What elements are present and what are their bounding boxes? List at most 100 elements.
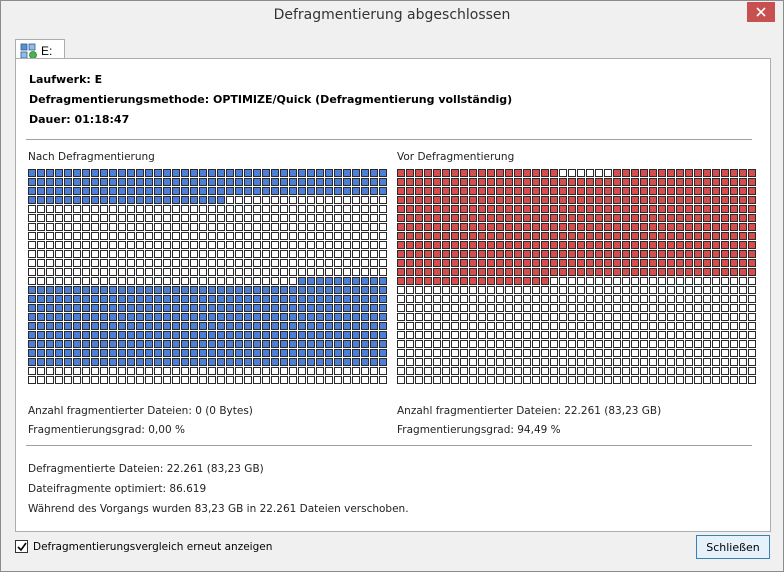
show-comparison-checkbox-row[interactable]: Defragmentierungsvergleich erneut anzeig… (15, 540, 272, 553)
cluster-block (28, 196, 36, 204)
cluster-block (469, 232, 477, 240)
cluster-block (154, 187, 162, 195)
cluster-block (208, 214, 216, 222)
cluster-block (226, 223, 234, 231)
cluster-block (325, 286, 333, 294)
cluster-block (532, 259, 540, 267)
cluster-block (748, 331, 756, 339)
cluster-block (622, 268, 630, 276)
cluster-block (505, 376, 513, 384)
cluster-block (676, 250, 684, 258)
cluster-block (55, 313, 63, 321)
cluster-block (226, 232, 234, 240)
cluster-block (406, 286, 414, 294)
cluster-block (235, 277, 243, 285)
cluster-block (496, 196, 504, 204)
cluster-block (748, 313, 756, 321)
cluster-block (622, 169, 630, 177)
cluster-block (82, 187, 90, 195)
cluster-block (460, 187, 468, 195)
cluster-block (208, 232, 216, 240)
show-comparison-checkbox[interactable] (15, 540, 28, 553)
cluster-block (343, 358, 351, 366)
cluster-block (514, 259, 522, 267)
cluster-block (604, 259, 612, 267)
cluster-block (496, 205, 504, 213)
cluster-block (208, 340, 216, 348)
cluster-block (559, 295, 567, 303)
cluster-block (748, 259, 756, 267)
cluster-block (694, 277, 702, 285)
cluster-block (568, 322, 576, 330)
cluster-block (217, 349, 225, 357)
cluster-block (253, 223, 261, 231)
cluster-block (685, 214, 693, 222)
cluster-block (631, 241, 639, 249)
cluster-block (208, 322, 216, 330)
cluster-block (748, 214, 756, 222)
cluster-block (505, 331, 513, 339)
cluster-block (235, 178, 243, 186)
cluster-block (73, 250, 81, 258)
cluster-block (703, 313, 711, 321)
cluster-block (226, 313, 234, 321)
tab-drive-e[interactable]: E: (15, 39, 65, 61)
cluster-block (262, 214, 270, 222)
cluster-block (325, 313, 333, 321)
cluster-block (514, 295, 522, 303)
cluster-block (100, 268, 108, 276)
close-button[interactable]: Schließen (696, 535, 770, 559)
cluster-block (379, 223, 387, 231)
cluster-block (316, 304, 324, 312)
cluster-block (226, 169, 234, 177)
cluster-block (631, 304, 639, 312)
cluster-block (64, 178, 72, 186)
cluster-block (415, 322, 423, 330)
cluster-block (352, 313, 360, 321)
cluster-block (127, 250, 135, 258)
cluster-block (91, 295, 99, 303)
cluster-block (469, 304, 477, 312)
cluster-block (433, 187, 441, 195)
cluster-block (190, 340, 198, 348)
cluster-block (406, 277, 414, 285)
cluster-block (721, 187, 729, 195)
cluster-block (496, 331, 504, 339)
cluster-block (73, 340, 81, 348)
cluster-block (172, 322, 180, 330)
cluster-block (532, 196, 540, 204)
cluster-block (325, 241, 333, 249)
cluster-block (595, 178, 603, 186)
cluster-block (505, 340, 513, 348)
cluster-block (307, 331, 315, 339)
cluster-block (451, 259, 459, 267)
close-window-button[interactable] (747, 2, 775, 22)
cluster-block (712, 331, 720, 339)
cluster-block (640, 295, 648, 303)
cluster-block (532, 187, 540, 195)
cluster-block (172, 295, 180, 303)
cluster-block (271, 205, 279, 213)
cluster-block (307, 349, 315, 357)
cluster-block (199, 367, 207, 375)
cluster-block (505, 250, 513, 258)
title-bar[interactable]: Defragmentierung abgeschlossen (1, 1, 783, 33)
cluster-block (73, 232, 81, 240)
cluster-block (532, 214, 540, 222)
cluster-block (55, 322, 63, 330)
cluster-block (316, 205, 324, 213)
cluster-block (361, 178, 369, 186)
cluster-block (604, 169, 612, 177)
cluster-block (109, 376, 117, 384)
cluster-block (640, 268, 648, 276)
cluster-block (523, 277, 531, 285)
cluster-block (487, 250, 495, 258)
cluster-block (451, 187, 459, 195)
cluster-block (172, 304, 180, 312)
cluster-block (685, 295, 693, 303)
cluster-block (154, 313, 162, 321)
cluster-block (217, 196, 225, 204)
cluster-block (127, 340, 135, 348)
cluster-block (73, 331, 81, 339)
cluster-block (460, 250, 468, 258)
